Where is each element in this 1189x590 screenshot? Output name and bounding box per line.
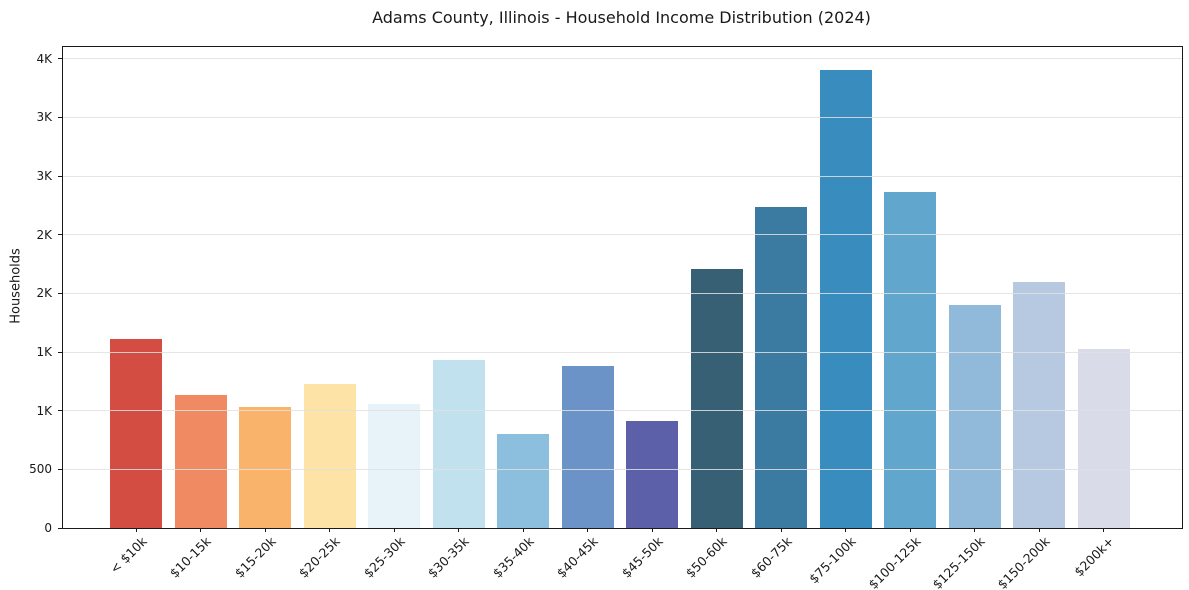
bar [626,421,679,528]
bar [561,366,614,528]
bar [110,338,163,528]
y-axis-label: Households [8,248,24,324]
y-tick-mark [58,116,62,118]
x-tick-label: $15-20k [231,533,279,581]
x-tick-label: $200k+ [1071,533,1117,580]
y-tick-label: 2K [36,286,52,301]
x-tick-label: $30-35k [424,533,472,581]
x-tick-mark [135,528,137,532]
x-tick-label: $50-60k [682,533,730,581]
x-tick-label: $25-30k [360,533,408,581]
y-gridline [63,175,1182,177]
y-tick-mark [58,58,62,60]
x-tick-mark [780,528,782,532]
bar [174,395,227,528]
y-tick-label: 1K [36,345,52,360]
x-tick-mark [522,528,524,532]
x-tick-mark [200,528,202,532]
x-tick-label: $45-50k [618,533,666,581]
y-gridline [63,234,1182,236]
chart-title: Adams County, Illinois - Household Incom… [372,8,871,27]
bar [948,305,1001,528]
y-tick-label: 2K [36,227,52,242]
bar [819,69,872,528]
x-tick-label: $35-40k [489,533,537,581]
y-gridline [63,58,1182,60]
x-tick-label: < $10k [106,533,150,577]
x-tick-mark [1038,528,1040,532]
x-tick-label: $100-125k [865,533,924,590]
x-tick-mark [974,528,976,532]
y-tick-label: 4K [36,51,52,66]
x-tick-mark [393,528,395,532]
y-tick-label: 0 [44,521,52,535]
bar [1013,281,1066,528]
bar [432,360,485,528]
x-tick-mark [329,528,331,532]
plot-area: 0 500 1K 1K 2K 2K 3K 3K 4K < $10k $10-15k $15-20k $2… [29,46,1183,590]
y-tick-mark [58,527,62,529]
bar [884,191,937,528]
x-tick-mark [458,528,460,532]
x-tick-mark [1103,528,1105,532]
y-tick-mark [58,292,62,294]
y-tick-label: 500 [29,462,52,477]
x-tick-mark [716,528,718,532]
x-tick-mark [845,528,847,532]
x-tick-mark [651,528,653,532]
bar [239,406,292,528]
x-tick-label: $60-75k [747,533,795,581]
y-tick-mark [58,468,62,470]
x-tick-mark [264,528,266,532]
y-tick-mark [58,410,62,412]
x-tick-label: $75-100k [806,533,859,587]
x-tick-label: $125-150k [929,533,988,590]
bar [368,404,421,528]
y-tick-mark [58,234,62,236]
y-tick-mark [58,351,62,353]
x-tick-label: $20-25k [295,533,343,581]
y-tick-label: 3K [36,169,52,184]
y-tick-mark [58,175,62,177]
x-tick-label: $40-45k [553,533,601,581]
y-gridline [63,116,1182,118]
x-tick-mark [587,528,589,532]
bar [303,383,356,528]
bar [690,269,743,528]
bar [1077,348,1130,528]
bar [755,207,808,528]
bar [497,434,550,528]
y-tick-label: 1K [36,403,52,418]
y-tick-label: 3K [36,110,52,125]
x-tick-mark [909,528,911,532]
x-tick-label: $150-200k [994,533,1053,590]
x-tick-label: $10-15k [166,533,214,581]
